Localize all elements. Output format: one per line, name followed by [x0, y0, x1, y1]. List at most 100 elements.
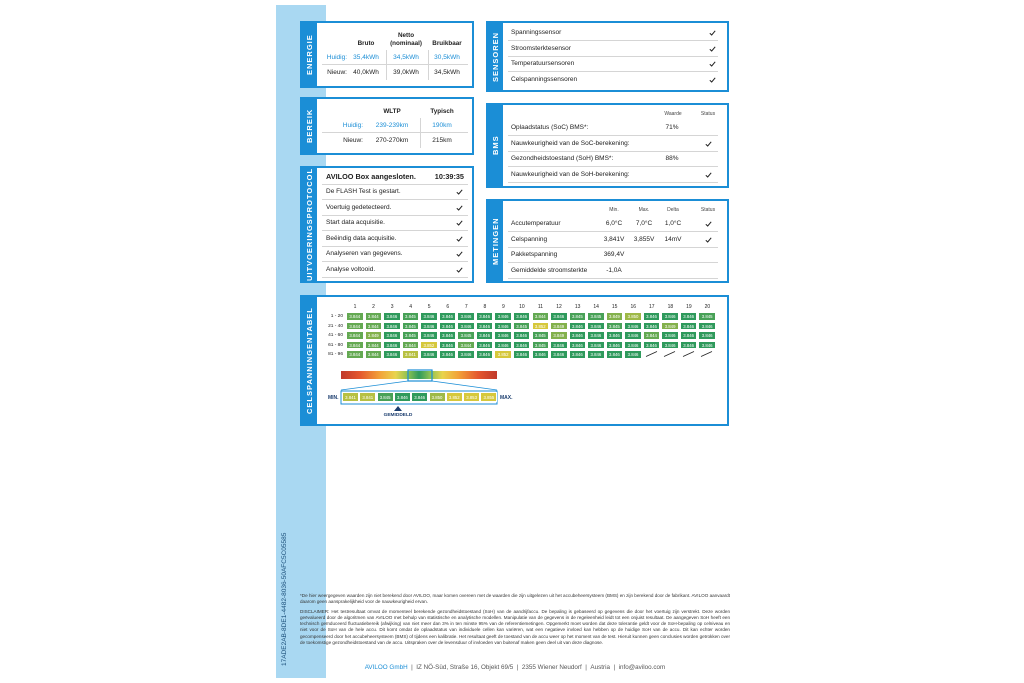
- column-header: 18: [667, 304, 674, 310]
- cell-voltage: 3.845: [531, 340, 549, 350]
- sensoren-box: SENSOREN: [486, 21, 729, 92]
- empty-cell: [682, 351, 695, 358]
- energie-box: ENERGIE: [300, 21, 474, 88]
- separator: |: [513, 664, 522, 671]
- protocol-step: Analyseren van gegevens.: [326, 250, 403, 258]
- document-id: 17ADE2AB-8DE1-4482-8036-50AFC5C05585: [281, 532, 288, 666]
- section-tab: BMS: [488, 105, 503, 186]
- bereik-box: BEREIK: [300, 97, 474, 155]
- cell-voltage: 3.846: [624, 340, 642, 350]
- label: 35,4kWh: [353, 54, 379, 61]
- separator: |: [407, 664, 417, 671]
- cell-voltage: 3.849: [364, 331, 383, 340]
- cell-voltage: 3.846: [568, 331, 587, 340]
- cell-voltage: 3.844: [531, 312, 549, 321]
- cell-voltage: 3.846: [605, 340, 624, 350]
- cell-voltage: 3.849: [661, 321, 679, 331]
- cell-voltage: 3.846: [438, 312, 457, 321]
- column-header: 12: [556, 304, 562, 310]
- section-tab: ENERGIE: [302, 23, 317, 86]
- scale-value: 3.850: [428, 392, 446, 402]
- cell-voltage: 3.849: [550, 331, 568, 340]
- cell-voltage: 3.845: [401, 321, 420, 331]
- cell-voltage: 3.846: [531, 350, 549, 359]
- measurement-value: 1,0°C: [664, 220, 682, 227]
- cell-voltage: 3.852: [494, 350, 512, 359]
- sensor: Celspanningssensoren: [511, 75, 578, 83]
- divider: [322, 214, 468, 216]
- cell-voltage: 3.846: [661, 340, 679, 350]
- cell-voltage: 3.846: [494, 340, 512, 350]
- measurement-value: 3,855V: [633, 235, 655, 243]
- cell-voltage: 3.846: [624, 350, 642, 359]
- label: 39,0kWh: [393, 69, 419, 76]
- row-label: 61 - 80: [328, 342, 343, 348]
- cell-voltage: 3.846: [698, 321, 716, 331]
- cell-voltage: 3.846: [550, 350, 568, 359]
- cell-voltage: 3.846: [475, 312, 494, 321]
- layout: [420, 118, 421, 148]
- label: Bruikbaar: [432, 40, 462, 47]
- cell-voltage: 3.844: [364, 321, 383, 331]
- cell-voltage: 3.846: [587, 340, 605, 350]
- measurement-label: Accutemperatuur: [511, 220, 561, 227]
- section-tab: METINGEN: [488, 201, 503, 281]
- check-icon: [456, 205, 463, 211]
- scale-value: 3.852: [445, 392, 463, 402]
- label: 30,5kWh: [434, 54, 460, 61]
- empty-cell: [701, 351, 713, 358]
- label: Max.: [638, 207, 650, 213]
- label: Nieuw:: [327, 69, 347, 76]
- divider: [508, 150, 718, 152]
- scale-value: 3.855: [480, 392, 498, 402]
- column-header: 20: [704, 304, 711, 310]
- label: Bruto: [357, 40, 375, 47]
- cell-voltage: 3.845: [401, 331, 420, 340]
- notes: *De hier weergegeven waarden zijn niet b…: [300, 593, 730, 650]
- cell-voltage: 3.844: [346, 321, 364, 331]
- column-header: 13: [574, 304, 581, 310]
- column-header: 3: [390, 304, 394, 310]
- label: MAX.: [500, 395, 513, 401]
- label: Min.: [609, 207, 619, 213]
- measurement-label: Gemiddelde stroomsterkte: [511, 266, 588, 274]
- column-header: 14: [593, 304, 599, 310]
- layout: [322, 64, 468, 65]
- label: Status: [700, 207, 716, 213]
- divider: [508, 166, 718, 168]
- cell-voltage: 3.846: [383, 340, 401, 350]
- column-header: 8: [483, 304, 487, 310]
- cell-voltage: 3.846: [550, 312, 568, 321]
- cell-voltage: 3.850: [624, 312, 642, 321]
- scale-value: 3.841: [342, 392, 359, 402]
- divider: [508, 71, 718, 72]
- cell-voltage: 3.846: [550, 340, 568, 350]
- layout: | IZ NÖ-Süd, Straße 16, Objekt 69/5 | 23…: [407, 664, 666, 671]
- cell-voltage: 3.841: [401, 350, 420, 359]
- label: 34,5kWh: [393, 54, 419, 61]
- note: *De hier weergegeven waarden zijn niet b…: [300, 593, 730, 605]
- bms-label: Nauwkeurigheid van de SoH-berekening:: [511, 170, 630, 178]
- footer-part: info@aviloo.com: [618, 664, 666, 671]
- row-label: 41 - 60: [328, 333, 343, 339]
- divider: [508, 55, 718, 57]
- row-label: 21 - 40: [328, 323, 343, 329]
- divider: [508, 135, 718, 136]
- column-header: 15: [611, 304, 618, 310]
- footer-part: Austria: [590, 664, 610, 671]
- cell-voltage: 3.846: [568, 340, 587, 350]
- cell-voltage: 3.846: [698, 340, 716, 350]
- cell-voltage: 3.844: [364, 350, 383, 359]
- label: Status: [700, 111, 716, 117]
- label: 40,0kWh: [353, 69, 379, 76]
- cell-voltage: 3.846: [679, 321, 698, 331]
- cell-voltage: 3.846: [494, 312, 512, 321]
- column-header: 11: [537, 304, 544, 310]
- label: WLTP: [383, 108, 401, 115]
- scale-value: 3.853: [463, 392, 481, 402]
- cell-voltage: 3.846: [475, 350, 494, 359]
- empty-cell: [664, 351, 676, 358]
- cell-voltage: 3.844: [346, 331, 364, 340]
- column-header: 6: [446, 304, 450, 310]
- cell-voltage: 3.846: [512, 350, 531, 359]
